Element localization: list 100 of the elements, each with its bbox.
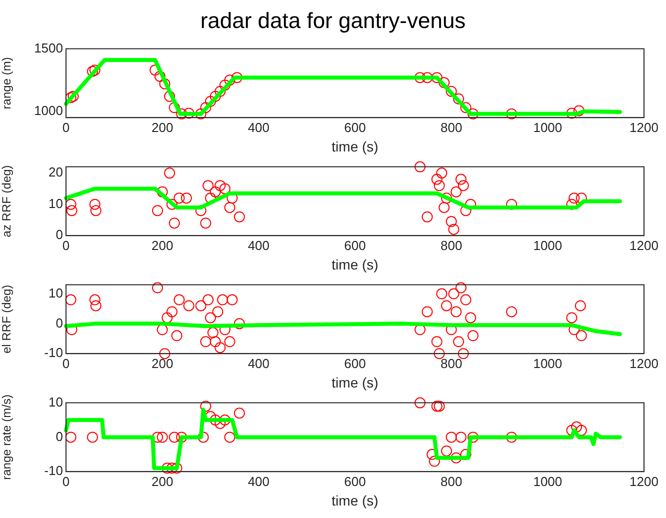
point xyxy=(468,432,479,443)
point xyxy=(224,74,236,86)
point xyxy=(195,205,206,216)
point xyxy=(200,400,212,412)
point xyxy=(171,462,182,474)
point xyxy=(210,336,221,348)
point xyxy=(219,183,230,194)
point xyxy=(171,330,182,342)
x-tick-label: 400 xyxy=(248,120,270,135)
point xyxy=(431,336,442,348)
point xyxy=(90,300,102,312)
point xyxy=(86,432,98,443)
x-tick-label: 400 xyxy=(248,356,270,371)
point xyxy=(195,300,206,312)
point xyxy=(176,432,188,443)
point xyxy=(576,424,587,436)
point xyxy=(465,312,476,324)
x-tick-label: 800 xyxy=(440,474,462,489)
x-axis-title: time (s) xyxy=(332,138,378,154)
point xyxy=(446,86,457,97)
y-tick-label: 1500 xyxy=(34,40,63,56)
point xyxy=(224,202,236,213)
point xyxy=(438,202,450,213)
y-tick-label: 0 xyxy=(56,227,63,242)
point xyxy=(168,218,180,229)
y-tick-label: -10 xyxy=(44,463,63,478)
point xyxy=(202,180,214,192)
point xyxy=(217,294,228,306)
point xyxy=(431,72,442,84)
point xyxy=(455,432,466,443)
point xyxy=(460,102,472,114)
point xyxy=(195,108,206,120)
point xyxy=(224,336,236,348)
point xyxy=(506,306,518,318)
point xyxy=(224,432,236,443)
point xyxy=(566,312,578,324)
y-tick-label: 10 xyxy=(48,196,63,211)
point xyxy=(414,72,426,84)
point xyxy=(168,102,180,114)
point xyxy=(89,64,100,76)
point xyxy=(205,312,216,324)
point xyxy=(156,432,168,443)
x-tick-label: 600 xyxy=(344,238,366,253)
point xyxy=(450,306,462,318)
x-tick-label: 200 xyxy=(151,120,174,135)
point xyxy=(453,336,464,348)
point xyxy=(441,192,452,204)
point xyxy=(159,348,170,360)
x-tick-label: 200 xyxy=(151,238,174,253)
point xyxy=(455,174,466,185)
point xyxy=(453,93,464,104)
x-tick-label: 1000 xyxy=(533,474,562,489)
point xyxy=(458,348,469,360)
point xyxy=(434,400,445,412)
x-tick-label: 800 xyxy=(440,238,462,253)
point xyxy=(200,218,212,229)
point xyxy=(65,198,76,210)
point xyxy=(180,192,192,204)
point xyxy=(164,90,176,102)
point xyxy=(174,294,185,306)
point xyxy=(202,294,214,306)
point xyxy=(234,318,245,330)
point xyxy=(207,327,218,338)
point xyxy=(450,452,462,464)
x-axis-title: time (s) xyxy=(332,492,378,508)
point xyxy=(90,205,102,216)
point xyxy=(571,421,582,432)
point xyxy=(436,168,448,179)
x-axis-title: time (s) xyxy=(332,256,378,272)
point xyxy=(183,300,194,312)
point xyxy=(468,108,479,120)
x-tick-label: 400 xyxy=(248,238,270,253)
x-tick-label: 1200 xyxy=(630,120,658,135)
y-axis-title: el RRF (deg) xyxy=(0,284,14,354)
point xyxy=(446,216,457,228)
point xyxy=(219,414,230,426)
point xyxy=(214,342,226,354)
point xyxy=(448,224,460,235)
y-tick-label: 1000 xyxy=(34,102,63,118)
point xyxy=(446,432,457,443)
x-tick-label: 1000 xyxy=(533,120,562,135)
point xyxy=(434,348,445,360)
point xyxy=(198,432,209,443)
point xyxy=(468,330,479,342)
point xyxy=(166,198,178,210)
point xyxy=(506,108,518,120)
point xyxy=(431,174,442,185)
point xyxy=(226,294,238,306)
point xyxy=(200,336,212,348)
x-axis-title: time (s) xyxy=(332,374,378,390)
point xyxy=(506,432,518,443)
point xyxy=(168,432,180,443)
point xyxy=(65,294,76,306)
point xyxy=(422,306,433,318)
point xyxy=(576,330,587,342)
point xyxy=(438,77,450,88)
point xyxy=(152,282,164,294)
point xyxy=(431,400,442,412)
point xyxy=(566,108,578,119)
x-tick-label: 600 xyxy=(344,356,366,371)
